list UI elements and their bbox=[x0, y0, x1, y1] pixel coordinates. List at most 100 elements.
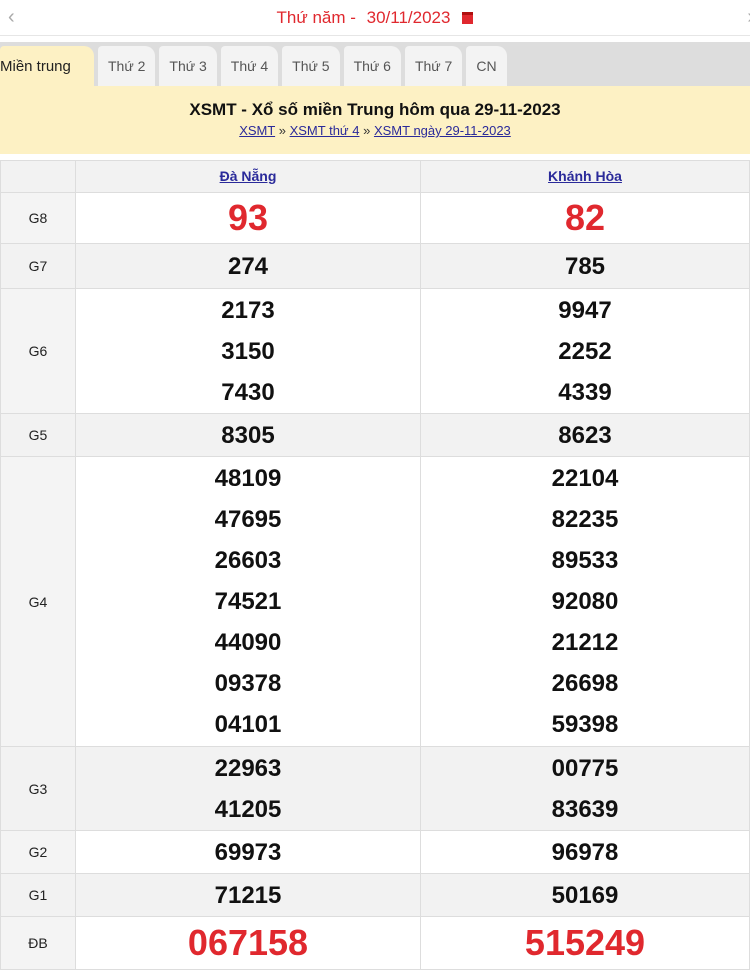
result-number: 96978 bbox=[551, 838, 619, 866]
result-cell: 96978 bbox=[420, 830, 750, 874]
table-row: G5 8305 8623 bbox=[0, 413, 750, 457]
breadcrumb-xsmt[interactable]: XSMT bbox=[239, 123, 276, 138]
table-row: G6 2173 3150 7430 9947 2252 4339 bbox=[0, 288, 750, 414]
results-banner: XSMT - Xổ số miền Trung hôm qua 29-11-20… bbox=[0, 86, 750, 154]
tab-bar: Miền trung Thứ 2 Thứ 3 Thứ 4 Thứ 5 Thứ 6… bbox=[0, 42, 750, 86]
result-number: 22104 bbox=[551, 465, 619, 492]
prize-label: G1 bbox=[0, 873, 76, 917]
result-number: 00775 bbox=[551, 754, 619, 782]
result-cell: 274 bbox=[75, 243, 421, 289]
breadcrumb-xsmt-thu-4[interactable]: XSMT thứ 4 bbox=[289, 123, 360, 138]
result-number: 785 bbox=[564, 252, 606, 280]
next-arrow-icon[interactable]: › bbox=[747, 6, 750, 29]
result-number: 26698 bbox=[551, 670, 619, 697]
date-value[interactable]: 30/11/2023 bbox=[366, 7, 451, 27]
result-number: 7430 bbox=[221, 378, 275, 406]
result-cell: 93 bbox=[75, 192, 421, 244]
prize-label: G7 bbox=[0, 243, 76, 289]
result-number: 04101 bbox=[214, 711, 282, 738]
table-header-row: Đà Nẵng Khánh Hòa bbox=[0, 160, 750, 193]
result-cell: 2173 3150 7430 bbox=[75, 288, 421, 414]
prize-label: G4 bbox=[0, 456, 76, 747]
result-number: 92080 bbox=[551, 588, 619, 615]
result-cell: 8623 bbox=[420, 413, 750, 457]
tab-thu-6[interactable]: Thứ 6 bbox=[343, 46, 401, 86]
calendar-icon[interactable] bbox=[462, 11, 474, 24]
result-cell: 9947 2252 4339 bbox=[420, 288, 750, 414]
result-number: 09378 bbox=[214, 670, 282, 697]
tab-thu-4[interactable]: Thứ 4 bbox=[220, 46, 279, 86]
prev-arrow-icon[interactable]: ‹ bbox=[8, 6, 15, 28]
tab-thu-3[interactable]: Thứ 3 bbox=[159, 46, 217, 86]
result-cell: 22963 41205 bbox=[75, 746, 421, 831]
prize-label: G3 bbox=[0, 746, 76, 831]
corner-cell bbox=[0, 160, 76, 193]
table-row: G2 69973 96978 bbox=[0, 830, 750, 874]
result-cell: 00775 83639 bbox=[420, 746, 750, 831]
result-cell: 8305 bbox=[75, 413, 421, 457]
result-cell: 48109 47695 26603 74521 44090 09378 04101 bbox=[75, 456, 421, 747]
result-number: 93 bbox=[227, 197, 269, 238]
results-table: Đà Nẵng Khánh Hòa G8 93 82 G7 274 785 G6 2173 31… bbox=[0, 160, 750, 970]
date-bar: ‹ Thứ năm - 30/11/2023 › bbox=[0, 0, 750, 36]
table-row: G1 71215 50169 bbox=[0, 873, 750, 917]
result-cell: 067158 bbox=[75, 916, 421, 970]
result-number: 067158 bbox=[187, 922, 309, 963]
result-number: 50169 bbox=[551, 881, 619, 909]
page-title: XSMT - Xổ số miền Trung hôm qua 29-11-20… bbox=[189, 100, 561, 119]
province-link-da-nang[interactable]: Đà Nẵng bbox=[219, 167, 277, 184]
prize-label: G8 bbox=[0, 192, 76, 244]
province-header: Khánh Hòa bbox=[420, 160, 750, 193]
result-number: 4339 bbox=[558, 378, 612, 406]
result-number: 22963 bbox=[214, 754, 282, 782]
result-number: 9947 bbox=[558, 296, 612, 324]
result-number: 59398 bbox=[551, 711, 619, 738]
result-number: 2173 bbox=[221, 296, 275, 324]
result-number: 21212 bbox=[551, 629, 619, 656]
table-row: ĐB 067158 515249 bbox=[0, 916, 750, 970]
result-number: 89533 bbox=[551, 547, 619, 574]
prize-label: ĐB bbox=[0, 916, 76, 970]
result-cell: 82 bbox=[420, 192, 750, 244]
result-cell: 22104 82235 89533 92080 21212 26698 59398 bbox=[420, 456, 750, 747]
tab-cn[interactable]: CN bbox=[466, 46, 507, 86]
tab-thu-5[interactable]: Thứ 5 bbox=[282, 46, 340, 86]
day-label: Thứ năm - bbox=[276, 7, 361, 27]
result-number: 2252 bbox=[558, 337, 612, 365]
table-row: G4 48109 47695 26603 74521 44090 09378 04101 221… bbox=[0, 456, 750, 747]
table-row: G3 22963 41205 00775 83639 bbox=[0, 746, 750, 831]
result-number: 83639 bbox=[551, 795, 619, 823]
result-number: 8623 bbox=[558, 421, 612, 449]
prize-label: G6 bbox=[0, 288, 76, 414]
tab-mien-trung[interactable]: Miền trung bbox=[0, 46, 94, 86]
result-cell: 50169 bbox=[420, 873, 750, 917]
result-number: 69973 bbox=[214, 838, 282, 866]
result-cell: 785 bbox=[420, 243, 750, 289]
tab-thu-7[interactable]: Thứ 7 bbox=[404, 46, 463, 86]
province-link-khanh-hoa[interactable]: Khánh Hòa bbox=[548, 167, 622, 184]
breadcrumb: XSMT » XSMT thứ 4 » XSMT ngày 29-11-2023 bbox=[0, 123, 750, 138]
result-number: 274 bbox=[227, 252, 269, 280]
province-header: Đà Nẵng bbox=[75, 160, 421, 193]
result-number: 44090 bbox=[214, 629, 282, 656]
breadcrumb-sep: » bbox=[363, 123, 371, 138]
result-number: 82 bbox=[564, 197, 606, 238]
result-number: 82235 bbox=[551, 506, 619, 533]
result-number: 26603 bbox=[214, 547, 282, 574]
tab-thu-2[interactable]: Thứ 2 bbox=[98, 46, 156, 86]
prize-label: G2 bbox=[0, 830, 76, 874]
result-number: 515249 bbox=[524, 922, 646, 963]
result-number: 8305 bbox=[221, 421, 275, 449]
table-row: G7 274 785 bbox=[0, 243, 750, 289]
prize-label: G5 bbox=[0, 413, 76, 457]
result-cell: 69973 bbox=[75, 830, 421, 874]
breadcrumb-sep: » bbox=[278, 123, 286, 138]
result-cell: 71215 bbox=[75, 873, 421, 917]
result-number: 47695 bbox=[214, 506, 282, 533]
result-number: 41205 bbox=[214, 795, 282, 823]
result-cell: 515249 bbox=[420, 916, 750, 970]
breadcrumb-xsmt-date[interactable]: XSMT ngày 29-11-2023 bbox=[373, 123, 511, 138]
result-number: 48109 bbox=[214, 465, 282, 492]
result-number: 74521 bbox=[214, 588, 282, 615]
result-number: 3150 bbox=[221, 337, 275, 365]
